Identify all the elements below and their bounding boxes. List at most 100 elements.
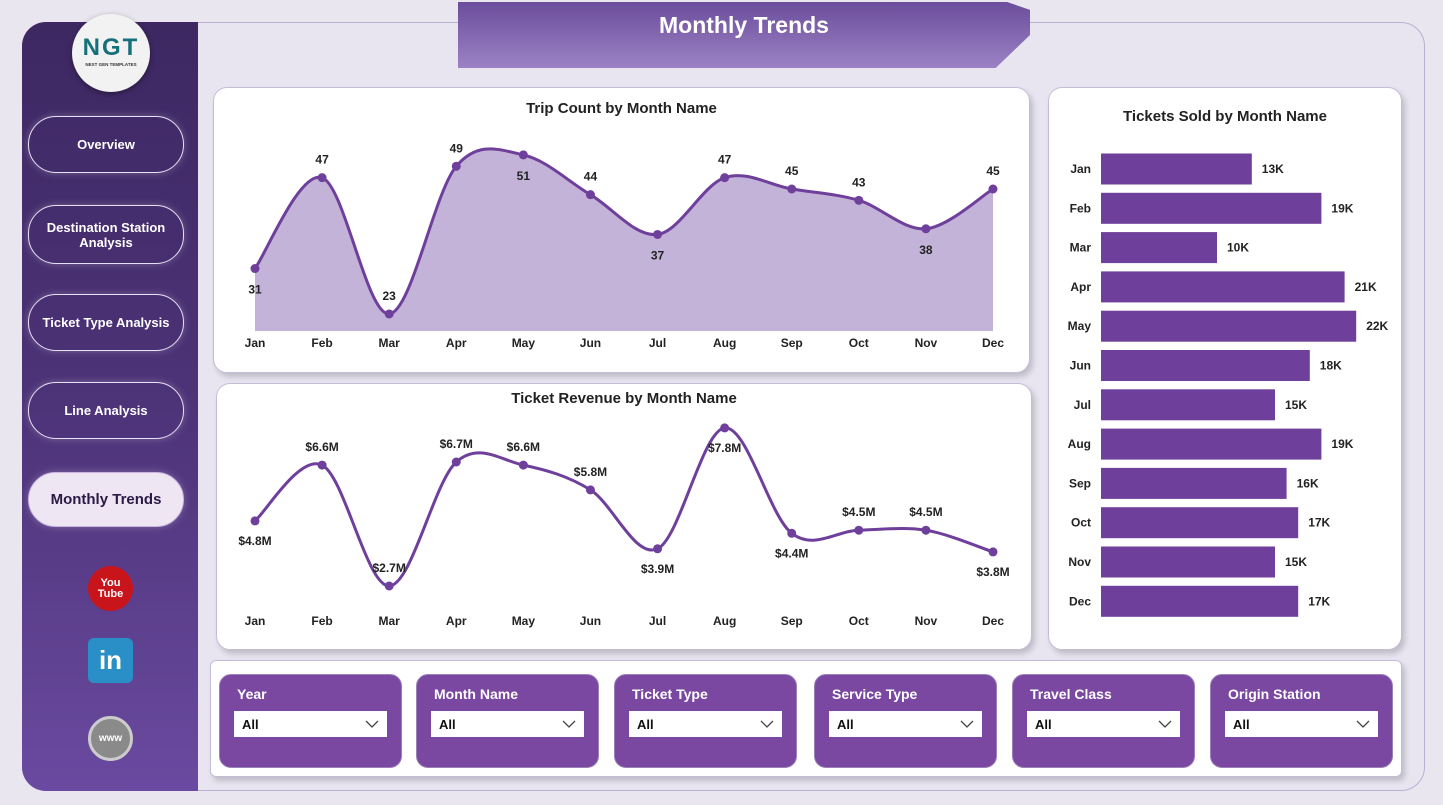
data-label: $4.8M <box>238 534 271 548</box>
x-tick-label: Apr <box>446 614 467 628</box>
trip-count-point[interactable] <box>921 224 931 234</box>
trip-count-point[interactable] <box>854 195 864 205</box>
ticket-revenue-point[interactable] <box>787 528 797 538</box>
chevron-down-icon <box>562 720 576 728</box>
data-label: $2.7M <box>373 561 406 575</box>
nav-overview[interactable]: Overview <box>28 116 184 173</box>
bar-nov[interactable] <box>1101 546 1275 578</box>
data-label: 31 <box>248 283 262 297</box>
slicer-ticket-type: Ticket Type All <box>614 674 797 768</box>
trip-count-point[interactable] <box>585 190 595 200</box>
data-label: 37 <box>651 248 665 262</box>
slicer-dropdown[interactable]: All <box>234 711 387 737</box>
bar-jul[interactable] <box>1101 389 1275 421</box>
nav-ticket-type-analysis[interactable]: Ticket Type Analysis <box>28 294 184 351</box>
data-label: 47 <box>315 153 329 167</box>
data-label: 45 <box>785 164 799 178</box>
data-label: 44 <box>584 170 598 184</box>
data-label: 19K <box>1331 201 1353 215</box>
data-label: 17K <box>1308 594 1330 608</box>
data-label: $5.8M <box>574 465 607 479</box>
ticket-revenue-point[interactable] <box>250 516 260 526</box>
ticket-revenue-point[interactable] <box>384 581 394 591</box>
slicer-label: Origin Station <box>1228 686 1321 702</box>
slicer-dropdown[interactable]: All <box>431 711 584 737</box>
data-label: 43 <box>852 175 866 189</box>
data-label: $6.7M <box>440 437 473 451</box>
ticket-revenue-point[interactable] <box>854 525 864 535</box>
data-label: 17K <box>1308 516 1330 530</box>
x-tick-label: Dec <box>982 614 1004 628</box>
bar-jun[interactable] <box>1101 350 1310 381</box>
data-label: 23 <box>383 289 397 303</box>
nav-destination-station-analysis[interactable]: Destination Station Analysis <box>28 205 184 264</box>
x-tick-label: Jul <box>649 336 666 350</box>
bar-feb[interactable] <box>1101 192 1322 224</box>
ticket-revenue-point[interactable] <box>317 460 327 470</box>
linkedin-icon[interactable]: in <box>88 638 133 683</box>
slicer-value: All <box>439 716 456 732</box>
slicer-dropdown[interactable]: All <box>629 711 782 737</box>
x-tick-label: Oct <box>849 336 869 350</box>
bar-dec[interactable] <box>1101 585 1299 617</box>
y-tick-label: Dec <box>1069 594 1091 608</box>
trip-count-point[interactable] <box>384 309 394 319</box>
filter-panel <box>210 660 1402 777</box>
slicer-value: All <box>1233 716 1250 732</box>
bar-mar[interactable] <box>1101 232 1217 264</box>
data-label: 47 <box>718 153 732 167</box>
x-tick-label: Oct <box>849 614 869 628</box>
y-tick-label: Jan <box>1070 162 1091 176</box>
ticket-revenue-point[interactable] <box>720 423 730 433</box>
data-label: $6.6M <box>507 440 540 454</box>
slicer-dropdown[interactable]: All <box>829 711 982 737</box>
youtube-icon[interactable]: You Tube <box>88 566 133 611</box>
x-tick-label: Sep <box>781 614 803 628</box>
globe-icon[interactable]: www <box>88 716 133 761</box>
ticket-revenue-point[interactable] <box>518 460 528 470</box>
x-tick-label: Jan <box>245 336 266 350</box>
data-label: 38 <box>919 243 933 257</box>
x-tick-label: Mar <box>379 614 401 628</box>
ticket-revenue-line <box>253 426 994 588</box>
slicer-label: Ticket Type <box>632 686 708 702</box>
bar-jan[interactable] <box>1101 153 1252 185</box>
slicer-dropdown[interactable]: All <box>1225 711 1378 737</box>
trip-count-point[interactable] <box>250 264 260 274</box>
data-label: 10K <box>1227 241 1249 255</box>
ticket-revenue-point[interactable] <box>653 544 663 554</box>
bar-oct[interactable] <box>1101 507 1299 539</box>
slicer-value: All <box>242 716 259 732</box>
data-label: $4.5M <box>842 505 875 519</box>
trip-count-point[interactable] <box>988 184 998 194</box>
ticket-revenue-point[interactable] <box>921 525 931 535</box>
bar-sep[interactable] <box>1101 467 1287 499</box>
nav-line-analysis[interactable]: Line Analysis <box>28 382 184 439</box>
data-label: 15K <box>1285 555 1307 569</box>
slicer-label: Year <box>237 686 267 702</box>
trip-count-point[interactable] <box>720 173 730 183</box>
slicer-dropdown[interactable]: All <box>1027 711 1180 737</box>
bar-may[interactable] <box>1101 310 1357 342</box>
chevron-down-icon <box>1158 720 1172 728</box>
ticket-revenue-point[interactable] <box>451 457 461 467</box>
trip-count-point[interactable] <box>317 173 327 183</box>
y-tick-label: Jun <box>1070 359 1091 373</box>
data-label: 45 <box>986 164 1000 178</box>
trip-count-point[interactable] <box>653 229 663 239</box>
x-tick-label: Apr <box>446 336 467 350</box>
trip-count-point[interactable] <box>518 150 528 160</box>
nav-monthly-trends[interactable]: Monthly Trends <box>28 472 184 527</box>
ticket-revenue-point[interactable] <box>585 485 595 495</box>
ticket-revenue-point[interactable] <box>988 547 998 557</box>
bar-apr[interactable] <box>1101 271 1345 303</box>
data-label: $6.6M <box>305 440 338 454</box>
chevron-down-icon <box>960 720 974 728</box>
slicer-year: Year All <box>219 674 402 768</box>
page-title: Monthly Trends <box>659 12 829 38</box>
title-banner: Monthly Trends <box>458 2 1030 68</box>
bar-aug[interactable] <box>1101 428 1322 460</box>
trip-count-point[interactable] <box>451 161 461 171</box>
trip-count-point[interactable] <box>787 184 797 194</box>
